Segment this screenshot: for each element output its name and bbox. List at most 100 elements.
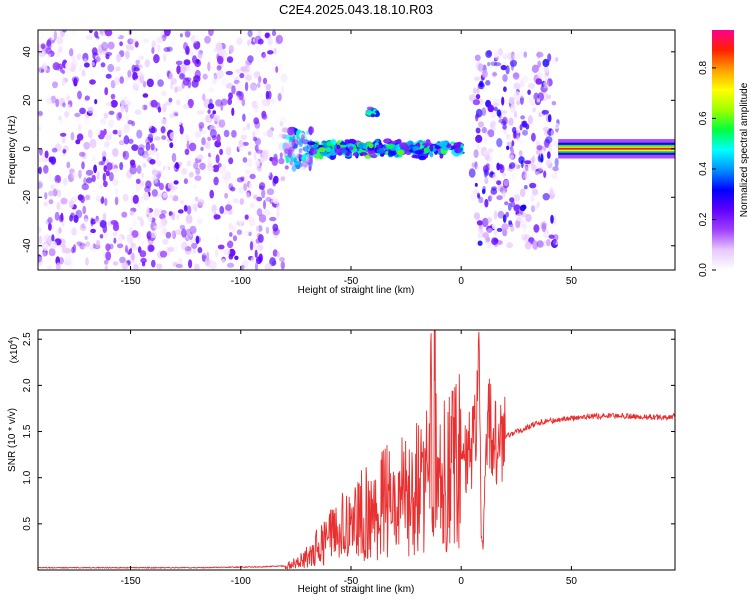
spectrogram-cell — [38, 179, 44, 189]
spectrogram-cell — [546, 238, 551, 247]
spectrogram-cell — [548, 143, 553, 153]
spectrogram-cell — [92, 156, 96, 162]
spectrogram-cell — [76, 133, 84, 141]
spectrogram-cell — [81, 69, 86, 77]
spectrogram-cell — [42, 243, 50, 251]
spectrogram-cell — [367, 149, 376, 155]
spectrogram-cell — [520, 160, 524, 169]
spectrogram-cell — [520, 224, 528, 229]
spectrogram-cell — [247, 39, 251, 47]
spectrogram-cell — [248, 231, 252, 237]
spectrogram-cell — [61, 77, 66, 86]
spectrogram-cell — [247, 151, 252, 156]
spectrogram-cell — [329, 151, 337, 156]
spectrogram-cell — [188, 142, 197, 152]
spectrogram-cell — [71, 55, 77, 62]
spectrogram-cell — [137, 262, 143, 270]
spectrogram-cell — [259, 156, 265, 164]
spectrogram-cell — [256, 244, 264, 252]
spectrogram-cell — [78, 124, 82, 131]
spectrogram-cell — [245, 74, 252, 81]
spectrogram-cell — [496, 227, 503, 232]
spectrogram-cell — [241, 260, 249, 268]
spectrogram-ticks: -150 -100 -50 0 50 -40 -20 0 20 40 — [22, 30, 675, 287]
spectrogram-cell — [536, 117, 541, 124]
spectrogram-cell — [145, 141, 151, 152]
spectrogram-cell — [134, 41, 139, 48]
spectrogram-cell — [112, 223, 120, 232]
spectrogram-cell — [114, 188, 119, 195]
spectrogram-cell — [285, 156, 289, 164]
spectrogram-cell — [89, 79, 96, 85]
spectrogram-cell — [66, 161, 71, 169]
spectrogram-cell — [76, 116, 81, 126]
spectrogram-cell — [504, 201, 509, 206]
spectrogram-cell — [231, 130, 237, 138]
spectrogram-cell — [515, 213, 523, 222]
spectrogram-cell — [543, 65, 549, 73]
spectrogram-cell — [62, 102, 66, 108]
spectrogram-cell — [513, 110, 518, 119]
spectrogram-cell — [248, 217, 256, 227]
spectrogram-cell — [52, 188, 58, 197]
spectrogram-cell — [162, 238, 169, 245]
spectrogram-cell — [103, 128, 107, 136]
spectrogram-cell — [91, 47, 98, 56]
spectrogram-cell — [249, 241, 254, 251]
spectrogram-cell — [117, 127, 124, 136]
spectrogram-cell — [89, 138, 97, 149]
spectrogram-cell — [139, 74, 145, 84]
spectrogram-frame — [37, 29, 676, 271]
spectrogram-cell — [133, 78, 140, 88]
spectrogram-cell — [239, 72, 245, 79]
spectrogram-cell — [75, 139, 81, 145]
spectrogram-cell — [131, 64, 136, 74]
spectrogram-cell — [47, 216, 53, 224]
spectrogram-cell — [501, 96, 505, 106]
spectrogram-cell — [291, 138, 296, 148]
spectrogram-cell — [496, 180, 502, 186]
spectrogram-cell — [166, 46, 173, 52]
spectrogram-cell — [147, 121, 152, 129]
spectrogram-cell — [518, 138, 524, 145]
spectrogram-cell — [188, 179, 193, 185]
spectrogram-cell — [175, 60, 183, 66]
spectrogram-cell — [56, 189, 62, 198]
spectrogram-cell — [140, 172, 145, 178]
spectrogram-cell — [386, 143, 394, 149]
spectrogram-cell — [472, 99, 480, 106]
spectrogram-cell — [473, 87, 477, 94]
spectrogram-cell — [522, 129, 528, 136]
spectrogram-cell — [503, 128, 508, 135]
spectrogram-cell — [60, 212, 64, 221]
spectrogram-cell — [511, 61, 514, 71]
spectrogram-cell — [491, 186, 497, 191]
spectrogram-cell — [50, 184, 55, 190]
spectrogram-cell — [183, 178, 188, 185]
spectrogram-cell — [536, 98, 541, 103]
spectrogram-cell — [171, 152, 177, 163]
spectrogram-cell — [258, 75, 262, 83]
spectrogram-cell — [284, 165, 289, 170]
spectrogram-cell — [476, 86, 480, 94]
colorbar-tick-label: 0.0 — [698, 263, 709, 277]
spectrogram-cell — [184, 90, 191, 99]
spectrogram-cell — [338, 144, 346, 148]
spectrogram-cell — [72, 244, 77, 253]
spectrogram-cell — [254, 144, 259, 152]
spectrogram-cell — [126, 233, 134, 244]
spectrogram-cell — [396, 149, 405, 156]
spectrogram-cell — [476, 144, 481, 151]
spectrogram-cell — [106, 162, 113, 171]
spectrogram-cell — [546, 160, 550, 167]
spectrogram-cell — [492, 50, 499, 58]
spectrogram-cell — [513, 194, 521, 202]
spectrogram-cell — [62, 149, 67, 154]
spectrogram-cell — [38, 235, 43, 245]
spectrogram-cell — [271, 97, 275, 105]
spectrogram-cell — [119, 256, 126, 264]
spectrogram-cell — [383, 138, 391, 143]
spectrogram-cell — [258, 93, 265, 99]
spectrogram-cell — [48, 223, 52, 231]
spectrogram-cell — [142, 234, 147, 244]
